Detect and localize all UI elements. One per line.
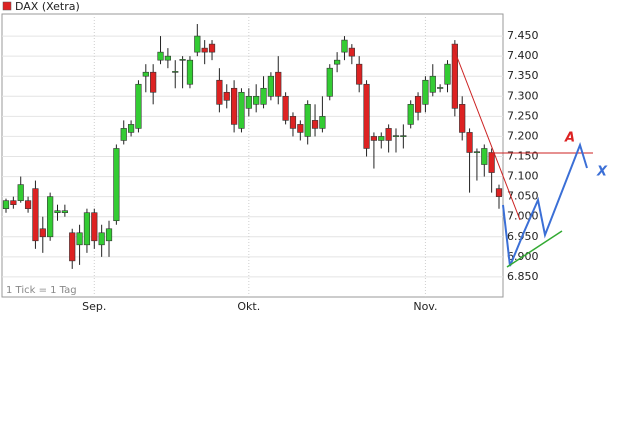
- candle-body: [83, 212, 91, 246]
- candle-body: [341, 39, 348, 53]
- candle-body: [10, 200, 17, 205]
- candle-body: [231, 87, 238, 125]
- candle-body: [459, 104, 466, 133]
- candle-body: [466, 132, 473, 153]
- x-tick-label: Sep.: [82, 300, 106, 313]
- candle-body: [2, 200, 10, 209]
- annotation-a: A: [564, 131, 575, 146]
- candle-body: [282, 95, 289, 121]
- candle-body: [61, 210, 68, 214]
- candle-body: [495, 188, 503, 197]
- candle-body: [194, 35, 201, 53]
- y-tick-label: 7.100: [507, 170, 539, 183]
- y-tick-label: 7.350: [507, 69, 539, 82]
- candle-body: [142, 71, 149, 77]
- candle-body: [488, 152, 495, 173]
- candle-body: [120, 128, 127, 141]
- candle-body: [275, 71, 282, 97]
- candle-body: [400, 135, 407, 137]
- candle-body: [24, 200, 32, 209]
- candle-body: [392, 135, 400, 137]
- candle-body: [91, 212, 98, 242]
- legend-swatch: [2, 1, 12, 11]
- legend-label: DAX (Xetra): [15, 0, 80, 13]
- candle-body: [164, 55, 171, 61]
- candle-body: [260, 87, 267, 105]
- y-tick-label: 7.450: [507, 29, 539, 42]
- candle-body: [326, 67, 333, 97]
- y-tick-label: 7.150: [507, 150, 539, 163]
- candle-body: [311, 120, 319, 129]
- candle-body: [289, 116, 297, 129]
- candle-body: [378, 136, 385, 141]
- candle-body: [223, 91, 230, 101]
- candle-body: [319, 116, 326, 129]
- y-tick-label: 6.850: [507, 270, 539, 283]
- y-tick-label: 7.200: [507, 129, 539, 142]
- candle-body: [113, 148, 120, 222]
- plot-frame: [1, 13, 504, 298]
- candle-body: [69, 232, 76, 262]
- candle-body: [208, 43, 216, 53]
- candle-body: [363, 83, 370, 149]
- support-line: [506, 230, 563, 268]
- x-tick-label: Nov.: [413, 300, 437, 313]
- candle-body: [414, 95, 422, 113]
- y-tick-label: 7.000: [507, 210, 539, 223]
- y-tick-label: 7.400: [507, 49, 539, 62]
- candle-body: [451, 43, 458, 109]
- candle-body: [473, 151, 481, 153]
- candle-body: [297, 124, 304, 133]
- candle-body: [267, 75, 274, 97]
- candles: [2, 24, 503, 269]
- x-tick-label: Okt.: [237, 300, 260, 313]
- candle-body: [481, 148, 488, 165]
- candle-body: [238, 91, 245, 129]
- note: 1 Tick = 1 Tag: [6, 285, 77, 296]
- candle-body: [304, 104, 311, 137]
- candle-body: [429, 75, 436, 93]
- annotation-x: X: [596, 165, 608, 180]
- candle-body: [135, 83, 142, 129]
- candle-body: [98, 232, 105, 246]
- candle-body: [370, 136, 378, 141]
- candle-body: [39, 228, 46, 238]
- candle-body: [201, 47, 208, 53]
- candle-body: [253, 95, 260, 105]
- candle-body: [334, 59, 341, 65]
- candle-body: [437, 87, 444, 89]
- trend-line: [451, 43, 521, 221]
- candle-body: [186, 59, 194, 85]
- candle-body: [127, 124, 135, 133]
- candle-body: [245, 95, 252, 109]
- candle-body: [76, 232, 83, 246]
- candle-body: [47, 196, 54, 238]
- y-tick-label: 7.300: [507, 89, 539, 102]
- candle-body: [385, 128, 392, 141]
- candle-body: [54, 210, 61, 214]
- candle-body: [17, 184, 24, 201]
- candle-body: [444, 63, 451, 85]
- wave-projection: [502, 141, 588, 267]
- candle-body: [422, 79, 429, 105]
- candle-body: [179, 59, 186, 61]
- candle-body: [172, 71, 179, 73]
- candle-body: [407, 104, 414, 125]
- y-tick-label: 7.050: [507, 190, 539, 203]
- candle-body: [32, 188, 39, 242]
- y-tick-label: 7.250: [507, 109, 539, 122]
- candle-body: [348, 47, 355, 57]
- candle-body: [150, 71, 157, 93]
- candle-body: [216, 79, 223, 105]
- candle-body: [105, 228, 113, 242]
- candle-body: [157, 51, 164, 61]
- candle-body: [356, 63, 363, 85]
